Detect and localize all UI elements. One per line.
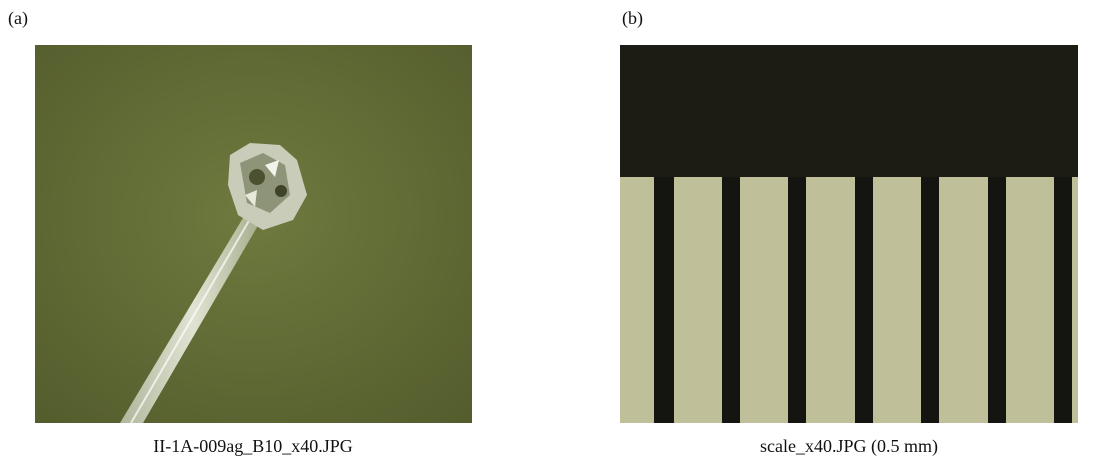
- photo-crystal: [35, 45, 472, 423]
- panel-label: (a): [8, 8, 28, 29]
- figure: (a) (b): [0, 0, 1114, 464]
- photo-scale: [620, 45, 1078, 423]
- caption: II-1A-009ag_B10_x40.JPG: [153, 436, 353, 457]
- panel-label: (b): [622, 8, 643, 29]
- caption: scale_x40.JPG (0.5 mm): [760, 436, 938, 457]
